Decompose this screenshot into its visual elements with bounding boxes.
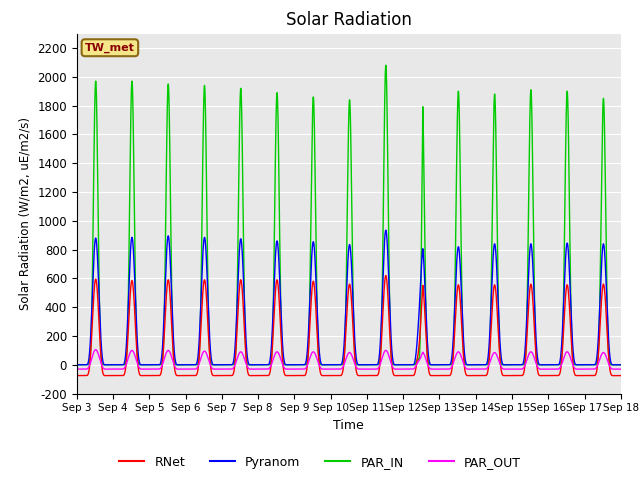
RNet <box>518 372 525 378</box>
RNet <box>101 372 109 378</box>
RNet <box>510 372 518 378</box>
Pyranom <box>518 362 525 368</box>
RNet <box>617 372 625 378</box>
PAR_OUT <box>497 362 504 368</box>
PAR_IN <box>101 362 109 368</box>
Pyranom <box>420 264 428 270</box>
PAR_OUT <box>482 366 490 372</box>
PAR_OUT <box>420 351 428 357</box>
PAR_IN <box>420 180 428 186</box>
Pyranom <box>382 227 390 233</box>
Text: TW_met: TW_met <box>85 43 135 53</box>
PAR_IN <box>510 362 518 368</box>
PAR_OUT <box>518 366 525 372</box>
PAR_OUT <box>101 366 109 372</box>
PAR_OUT <box>92 347 100 352</box>
RNet <box>382 273 390 278</box>
X-axis label: Time: Time <box>333 419 364 432</box>
Pyranom <box>510 362 518 368</box>
Y-axis label: Solar Radiation (W/m2, uE/m2/s): Solar Radiation (W/m2, uE/m2/s) <box>19 117 32 310</box>
Pyranom <box>73 362 81 368</box>
Pyranom <box>617 362 625 368</box>
Pyranom <box>482 362 490 368</box>
PAR_IN <box>382 62 390 68</box>
RNet <box>482 372 490 378</box>
Title: Solar Radiation: Solar Radiation <box>286 11 412 29</box>
RNet <box>73 372 81 378</box>
PAR_IN <box>497 357 504 363</box>
PAR_IN <box>482 362 490 368</box>
RNet <box>420 297 428 303</box>
RNet <box>497 361 504 367</box>
Line: PAR_OUT: PAR_OUT <box>77 349 621 369</box>
PAR_OUT <box>510 366 518 372</box>
PAR_IN <box>73 362 81 368</box>
Line: PAR_IN: PAR_IN <box>77 65 621 365</box>
Line: Pyranom: Pyranom <box>77 230 621 365</box>
Line: RNet: RNet <box>77 276 621 375</box>
PAR_OUT <box>73 366 81 372</box>
Pyranom <box>497 346 504 352</box>
PAR_IN <box>617 362 625 368</box>
PAR_IN <box>518 362 525 368</box>
Legend: RNet, Pyranom, PAR_IN, PAR_OUT: RNet, Pyranom, PAR_IN, PAR_OUT <box>115 451 525 474</box>
Pyranom <box>101 362 109 368</box>
PAR_OUT <box>617 366 625 372</box>
